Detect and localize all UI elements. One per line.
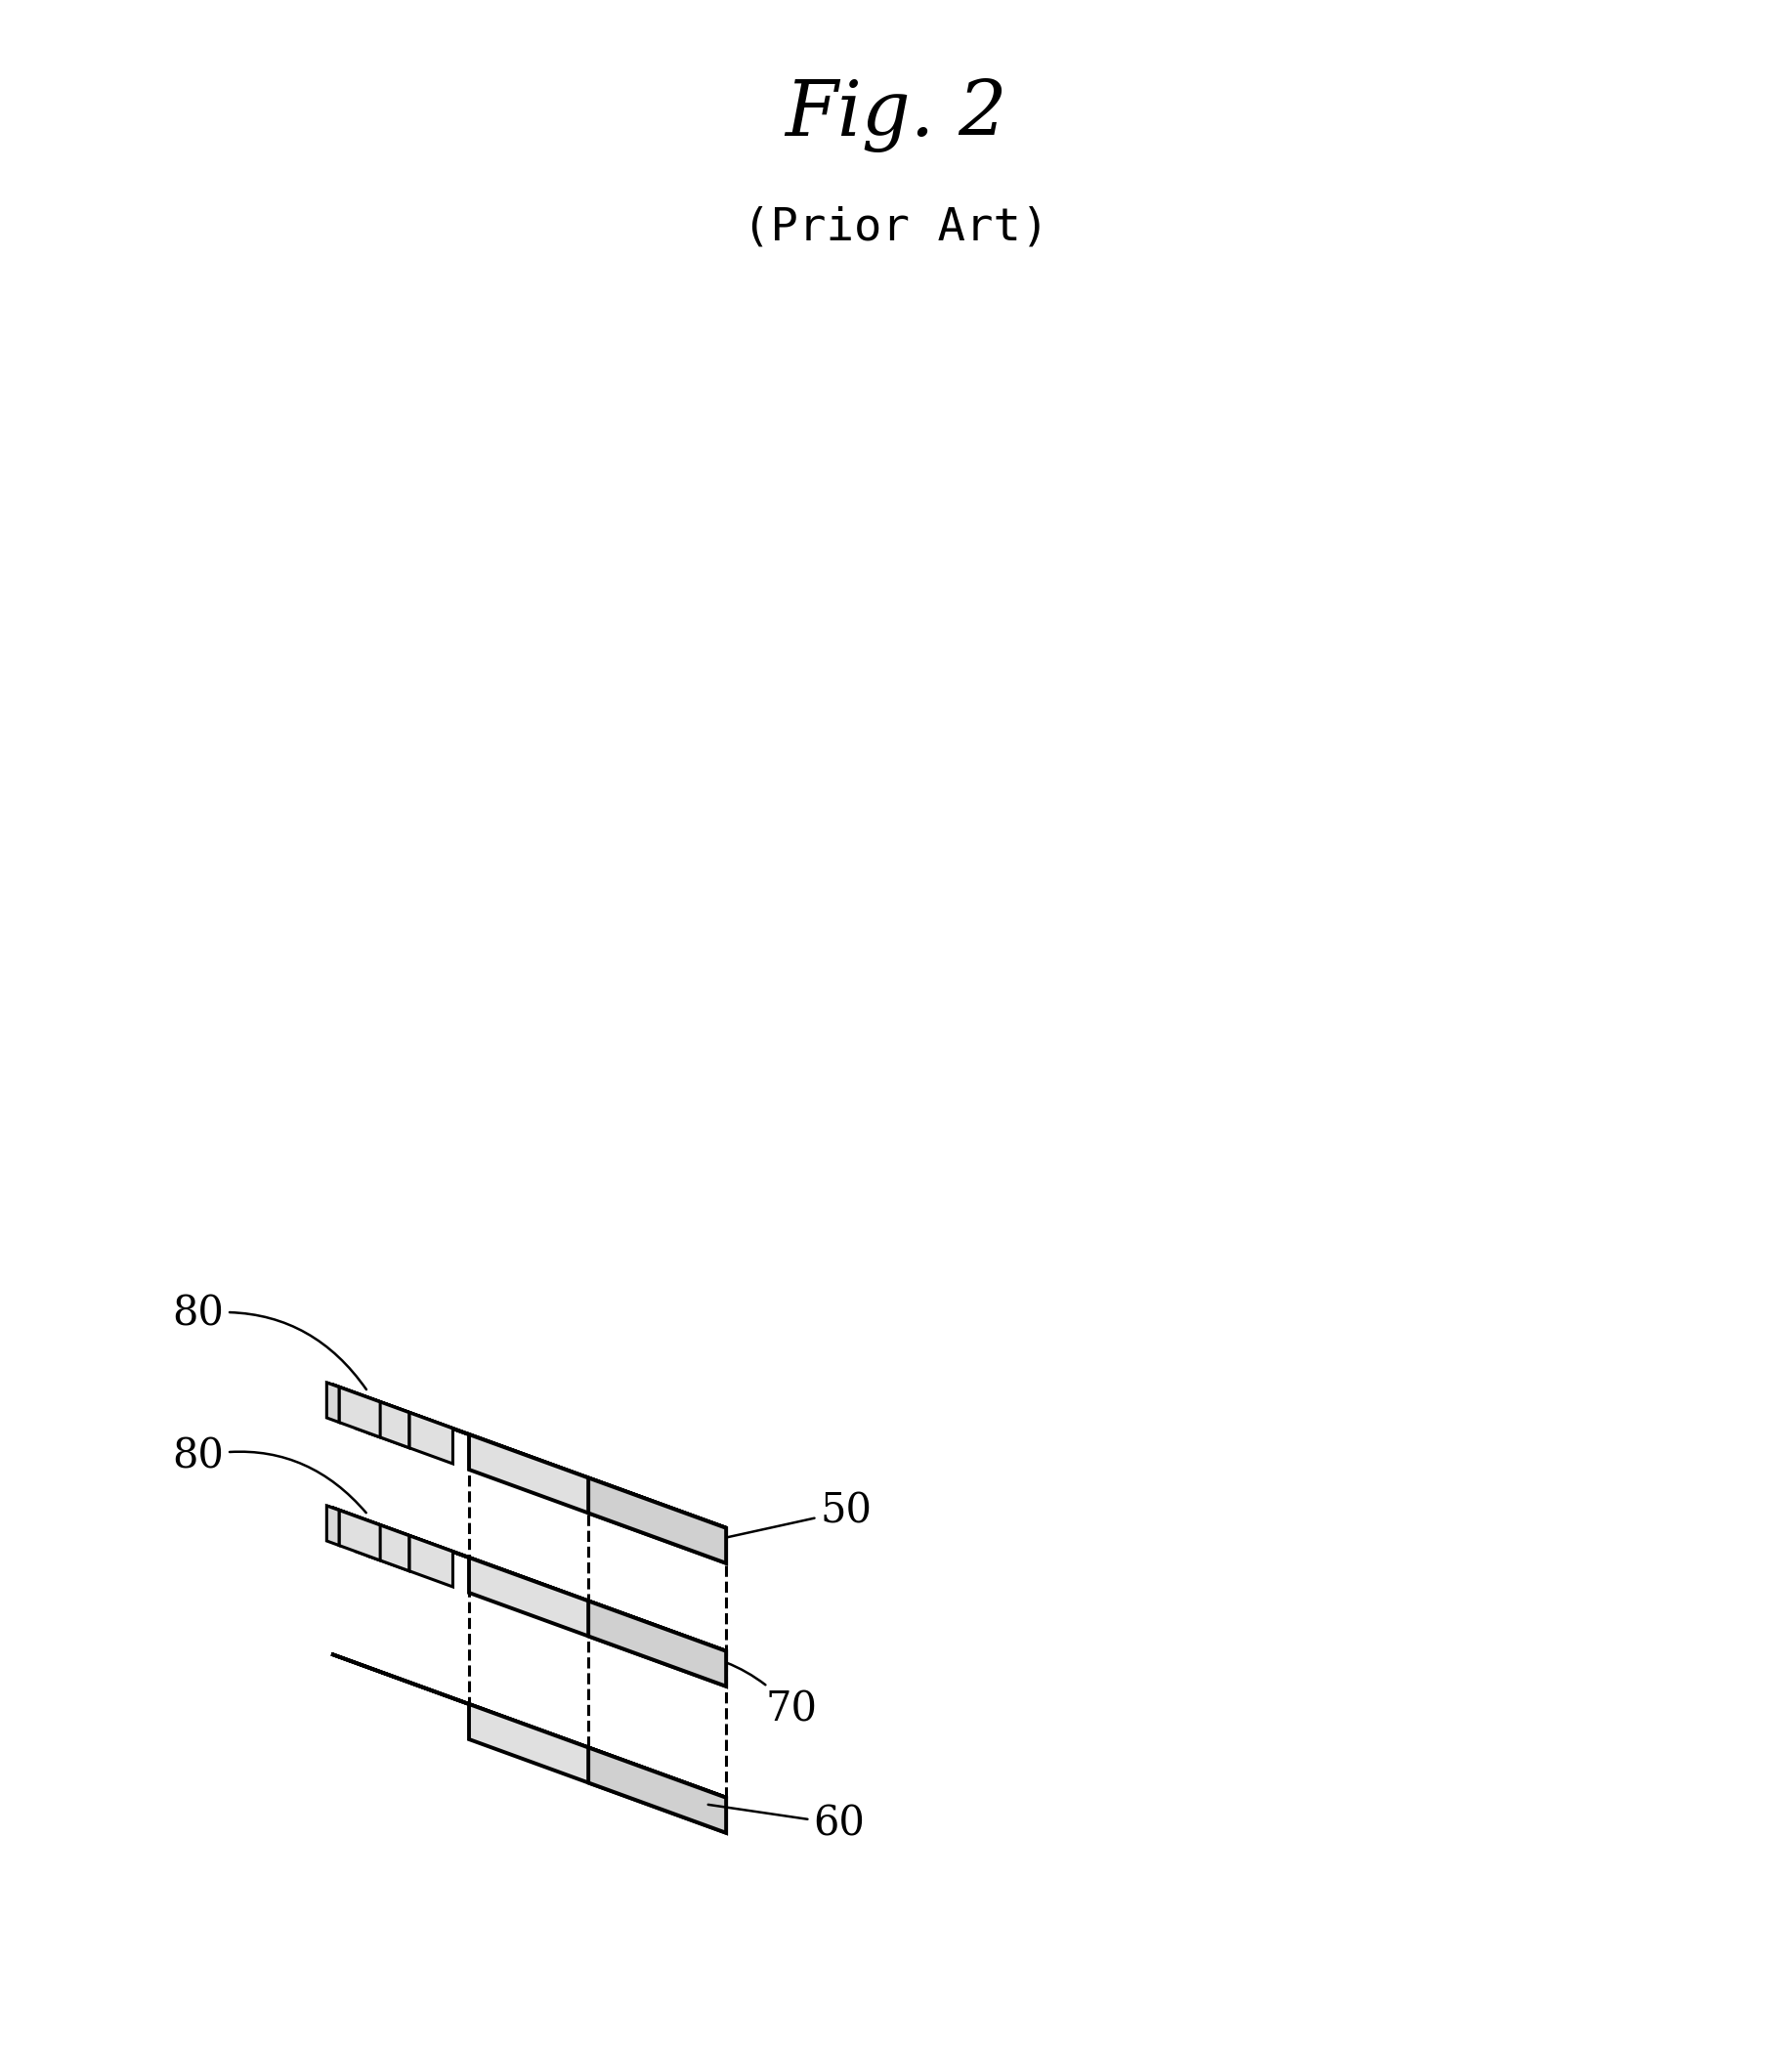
- Text: 70: 70: [681, 1652, 817, 1730]
- Polygon shape: [588, 1747, 726, 1833]
- Text: Fig. 2: Fig. 2: [785, 78, 1007, 154]
- Text: 50: 50: [715, 1490, 871, 1540]
- Polygon shape: [367, 1521, 453, 1552]
- Polygon shape: [470, 1435, 726, 1564]
- Polygon shape: [326, 1382, 380, 1402]
- Polygon shape: [326, 1382, 339, 1423]
- Polygon shape: [339, 1511, 380, 1560]
- Polygon shape: [326, 1507, 380, 1525]
- Polygon shape: [355, 1517, 409, 1535]
- Polygon shape: [355, 1517, 367, 1556]
- Polygon shape: [367, 1398, 453, 1429]
- Polygon shape: [470, 1558, 726, 1687]
- Polygon shape: [332, 1654, 726, 1798]
- Polygon shape: [588, 1478, 726, 1564]
- Polygon shape: [367, 1521, 409, 1570]
- Polygon shape: [367, 1521, 409, 1570]
- Polygon shape: [367, 1398, 409, 1447]
- Polygon shape: [326, 1507, 339, 1546]
- Polygon shape: [367, 1398, 409, 1447]
- Polygon shape: [409, 1412, 453, 1464]
- Polygon shape: [339, 1388, 380, 1437]
- Polygon shape: [332, 1507, 726, 1650]
- Text: 80: 80: [172, 1294, 366, 1390]
- Polygon shape: [355, 1394, 367, 1433]
- Polygon shape: [588, 1601, 726, 1687]
- Polygon shape: [355, 1394, 409, 1412]
- Text: 80: 80: [172, 1435, 366, 1513]
- Text: (Prior Art): (Prior Art): [744, 205, 1048, 250]
- Polygon shape: [332, 1384, 726, 1527]
- Text: 60: 60: [708, 1804, 864, 1845]
- Polygon shape: [470, 1704, 726, 1833]
- Polygon shape: [409, 1535, 453, 1587]
